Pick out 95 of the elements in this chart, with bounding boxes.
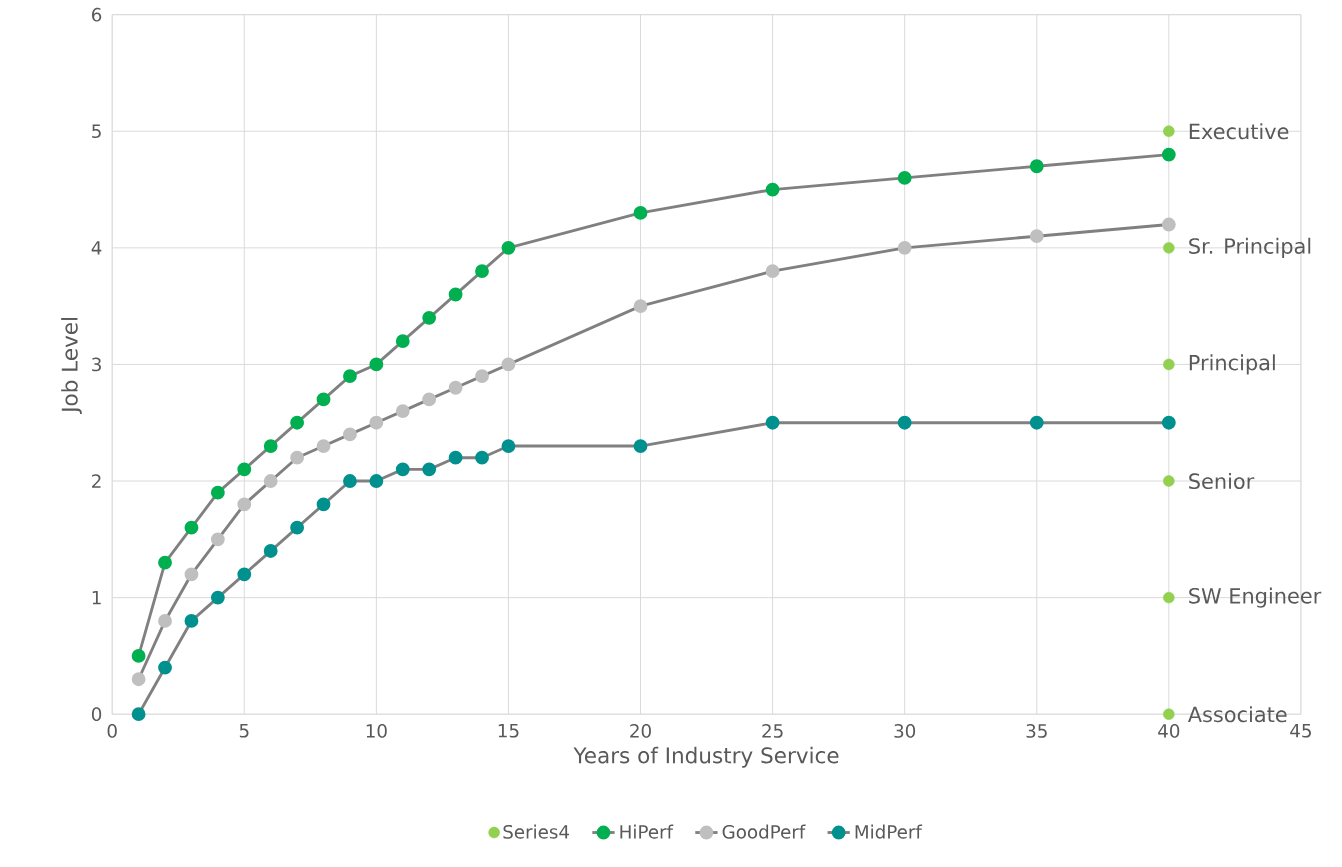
point	[1163, 358, 1175, 371]
x-tick-label: 0	[107, 724, 117, 738]
point	[633, 206, 648, 220]
legend-label: Series4	[503, 824, 569, 839]
point	[131, 672, 146, 687]
point	[184, 567, 199, 582]
point	[1163, 242, 1175, 254]
point	[210, 532, 225, 547]
legend-label: HiPerf	[620, 824, 674, 839]
x-tick-label: 25	[762, 724, 783, 738]
point	[1161, 415, 1176, 430]
x-tick-label: 40	[1158, 724, 1180, 738]
point	[290, 450, 305, 465]
x-tick-label: 30	[894, 724, 916, 738]
point	[131, 649, 146, 663]
point	[448, 380, 463, 395]
data-label: Executive	[1189, 123, 1289, 140]
x-tick-label: 45	[1290, 724, 1311, 738]
x-tick-label: 35	[1026, 724, 1047, 738]
point	[395, 404, 410, 419]
point	[237, 497, 252, 512]
point	[395, 462, 410, 477]
point	[343, 474, 357, 489]
point	[422, 392, 437, 407]
point	[369, 474, 384, 489]
y-tick-label: 3	[92, 357, 101, 372]
y-tick-label: 6	[92, 7, 102, 22]
data-label: Sr. Principal	[1189, 237, 1311, 259]
point	[448, 287, 463, 302]
point	[422, 462, 437, 477]
y-tick-label: 1	[92, 591, 101, 605]
y-tick-label: 4	[91, 241, 102, 255]
point	[343, 427, 357, 442]
point	[1161, 217, 1176, 232]
point	[158, 660, 172, 675]
point	[343, 369, 357, 384]
point	[1029, 229, 1044, 244]
point	[501, 439, 516, 454]
point	[633, 439, 648, 454]
point	[1163, 475, 1175, 487]
point	[422, 310, 437, 325]
point	[475, 450, 489, 465]
point	[316, 439, 331, 454]
data-label: Principal	[1189, 354, 1275, 375]
point	[263, 474, 278, 489]
point	[1029, 415, 1044, 430]
point	[501, 241, 516, 255]
x-tick-label: 15	[498, 724, 519, 738]
legend-label: GoodPerf	[722, 824, 806, 839]
point	[263, 544, 278, 558]
point	[369, 415, 384, 430]
point	[316, 392, 331, 407]
point	[448, 450, 463, 465]
x-axis-title: Years of Industry Service	[573, 746, 839, 768]
point	[290, 415, 305, 430]
data-label: Associate	[1187, 706, 1287, 723]
point	[210, 485, 225, 500]
y-tick-label: 5	[92, 124, 101, 139]
point	[263, 439, 278, 454]
point	[184, 614, 199, 628]
y-axis-title: Job Level	[61, 318, 82, 415]
x-tick-label: 10	[366, 724, 387, 738]
point	[1163, 708, 1175, 721]
point	[633, 299, 648, 314]
point	[158, 614, 172, 628]
x-tick-label: 20	[630, 724, 651, 738]
data-label: SW Engineer	[1189, 587, 1322, 608]
point	[897, 415, 912, 430]
point	[1163, 125, 1175, 138]
point	[1029, 159, 1044, 174]
point	[501, 357, 516, 372]
point	[765, 415, 780, 430]
point	[184, 520, 199, 535]
point	[897, 241, 912, 255]
point	[475, 264, 489, 279]
point	[131, 707, 146, 722]
point	[158, 555, 172, 570]
point	[316, 497, 331, 512]
point	[1163, 591, 1175, 604]
data-label: Senior	[1189, 473, 1255, 490]
point	[765, 182, 780, 197]
point	[475, 369, 489, 384]
point	[395, 334, 410, 349]
point	[237, 567, 252, 582]
point	[237, 462, 252, 477]
x-tick-label: 5	[239, 724, 249, 738]
point	[1161, 147, 1176, 162]
y-tick-label: 0	[91, 707, 102, 722]
point	[369, 357, 384, 372]
point	[765, 264, 780, 279]
point	[290, 520, 305, 535]
legend-label: MidPerf	[855, 824, 923, 839]
y-tick-label: 2	[92, 474, 101, 488]
point	[210, 590, 225, 605]
point	[897, 171, 912, 185]
